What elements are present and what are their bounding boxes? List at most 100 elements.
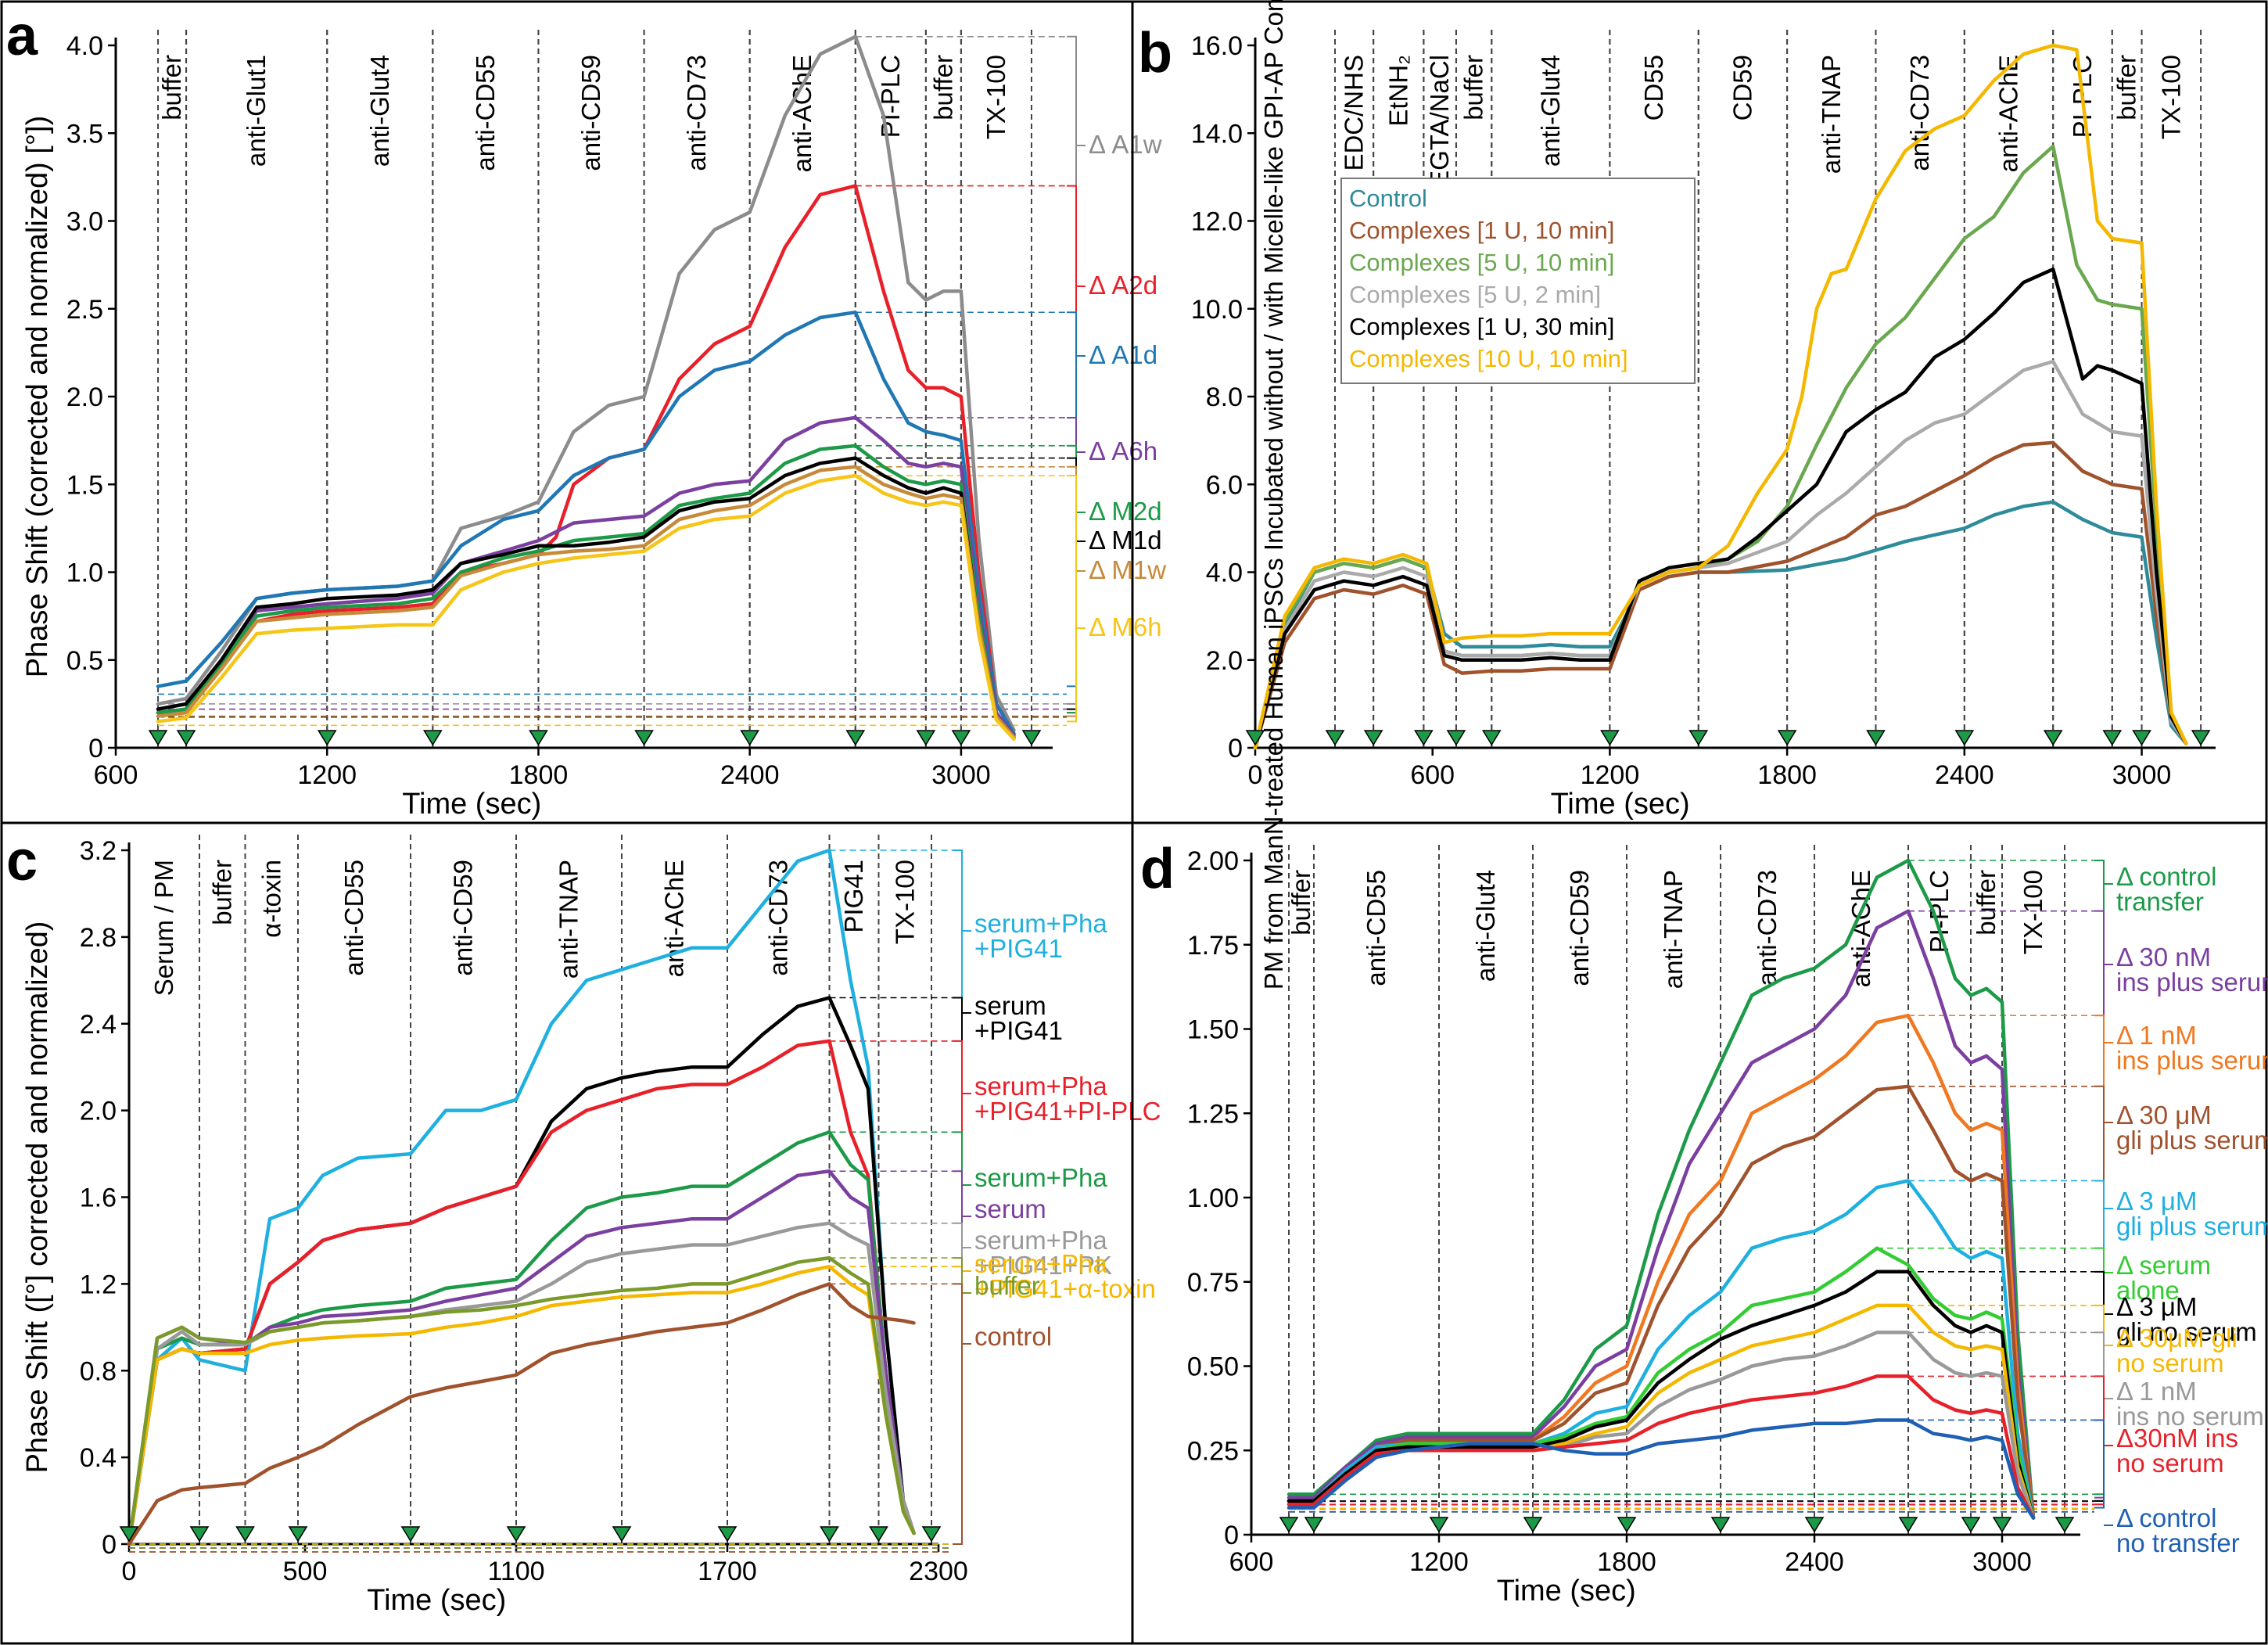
injection-marker [921, 1526, 942, 1543]
y-tick-label: 2.5 [66, 295, 103, 325]
series-label-line: Δ control [2116, 1503, 2216, 1532]
injection-marker [740, 730, 760, 746]
event-label: α-toxin [257, 860, 285, 938]
y-tick-label: 2.8 [80, 923, 117, 953]
series-label-line: no serum [2116, 1449, 2224, 1478]
event-label: TX-100 [981, 55, 1010, 139]
series-label: serum+Pha +PIG41+PK [974, 1226, 1112, 1280]
series-label-line: no transfer [2116, 1528, 2240, 1557]
series-label-line: serum [974, 991, 1046, 1020]
injection-marker [506, 1526, 526, 1543]
y-tick-label: 10.0 [1191, 295, 1243, 325]
series-line [127, 1039, 916, 1546]
injection-marker [1446, 730, 1466, 746]
event-label: buffer [1287, 870, 1315, 936]
event-label: PI-PLC [876, 55, 905, 138]
event-label: buffer [157, 55, 186, 120]
event-label: EGTA/NaCl [1425, 55, 1454, 188]
event-label: anti-TNAP [1817, 55, 1846, 174]
series-label: Δ A1w [1089, 130, 1162, 159]
y-tick-label: 4.0 [66, 31, 103, 61]
injection-marker [1961, 1517, 1981, 1533]
event-label: TX-100 [2019, 870, 2047, 954]
series-line [1287, 909, 2036, 1520]
injection-marker [529, 730, 548, 746]
y-tick-label: 1.00 [1187, 1183, 1239, 1213]
x-tick-label: 600 [1410, 760, 1455, 790]
y-tick-label: 6.0 [1206, 470, 1243, 500]
y-tick-label: 1.0 [66, 559, 103, 588]
y-tick-label: 0.75 [1187, 1268, 1239, 1298]
event-label: anti-Glut4 [1536, 55, 1565, 167]
y-axis-title: Phase Shift ([°] corrected and normalize… [21, 921, 54, 1474]
x-tick-label: 1700 [698, 1557, 757, 1586]
injection-marker [1688, 730, 1709, 746]
series-line [1287, 858, 2036, 1520]
y-tick-label: 2.0 [1206, 646, 1243, 676]
y-tick-label: 1.50 [1187, 1015, 1239, 1045]
series-line [1253, 267, 2188, 750]
series-label-line: gli plus serum [2116, 1212, 2268, 1241]
injection-marker [916, 730, 936, 746]
x-tick-label: 2400 [720, 760, 780, 790]
series-label-line: +PIG41 [974, 934, 1063, 963]
x-tick-label: 0 [122, 1557, 137, 1586]
series-label: Δ 30 μM gli plus serum [2116, 1101, 2268, 1155]
event-label: buffer [928, 55, 957, 120]
x-axis-title: Time (sec) [367, 1584, 506, 1617]
series-label-line: no serum [2116, 1349, 2224, 1377]
series-label-line: +PIG41 [974, 1016, 1063, 1045]
event-label: anti-AChE [788, 55, 816, 172]
injection-marker [2043, 730, 2063, 746]
series-label-line: alone [2116, 1276, 2180, 1305]
event-label: anti-CD73 [1753, 870, 1782, 986]
series-label-line: Δ 30μM gli [2116, 1324, 2237, 1352]
x-tick-label: 1800 [1597, 1547, 1656, 1577]
panel-d: d buffer anti-CD55 anti-Glut4 anti-CD59 anti-… [1131, 821, 2268, 1645]
delta-bracket [2094, 1419, 2113, 1526]
legend-entry: Complexes [5 U, 10 min] [1349, 249, 1614, 276]
x-tick-label: 0 [1248, 760, 1263, 790]
y-tick-label: 2.4 [80, 1010, 117, 1040]
x-tick-label: 3000 [1972, 1547, 2032, 1577]
injection-marker [717, 1526, 737, 1543]
series-line [156, 444, 1016, 739]
panel-letter: a [6, 5, 38, 67]
y-tick-label: 16.0 [1191, 31, 1243, 61]
panel-c: c Serum / PM buffer α-toxin anti-CD55 anti-CD… [0, 821, 1161, 1645]
y-tick-label: 1.75 [1187, 931, 1239, 961]
x-tick-label: 2400 [1785, 1547, 1844, 1577]
series-label: serum +PIG41 [974, 991, 1063, 1045]
y-tick-label: 0.50 [1187, 1352, 1239, 1382]
event-label: anti-TNAP [1659, 870, 1688, 989]
series-line [1253, 359, 2188, 750]
series-label-line: serum+Pha [974, 1249, 1107, 1278]
injection-marker [288, 1526, 308, 1543]
series-label-line: Δ 30 nM [2116, 943, 2211, 972]
series-label-line: Δ serum [2116, 1251, 2211, 1280]
injection-marker [1710, 1517, 1731, 1533]
x-tick-label: 1200 [297, 760, 357, 790]
injection-marker [317, 730, 337, 746]
y-tick-label: 1.5 [66, 470, 103, 500]
series-label: Δ control no transfer [2116, 1503, 2240, 1557]
series-line [1287, 1418, 2036, 1520]
series-line [1287, 1084, 2036, 1520]
event-label: anti-CD55 [471, 55, 500, 171]
injection-marker [1600, 730, 1620, 746]
series-label-line: ins plus serum [2116, 968, 2268, 997]
injection-marker [1304, 1517, 1324, 1533]
event-label: CD59 [1728, 55, 1757, 120]
injection-marker [176, 730, 196, 746]
injection-marker [1481, 730, 1502, 746]
event-label: EDC/NHS [1340, 55, 1369, 171]
x-tick-label: 2400 [1935, 760, 1994, 790]
series-label: Δ A2d [1089, 271, 1157, 300]
injection-marker [845, 730, 866, 746]
x-tick-label: 1100 [487, 1557, 544, 1586]
series-label-line: control [974, 1322, 1052, 1351]
event-label: EtNH₂ [1383, 55, 1412, 127]
y-tick-label: 0.25 [1187, 1436, 1239, 1466]
y-tick-label: 2.00 [1187, 846, 1239, 876]
series-label-line: buffer [974, 1271, 1040, 1300]
